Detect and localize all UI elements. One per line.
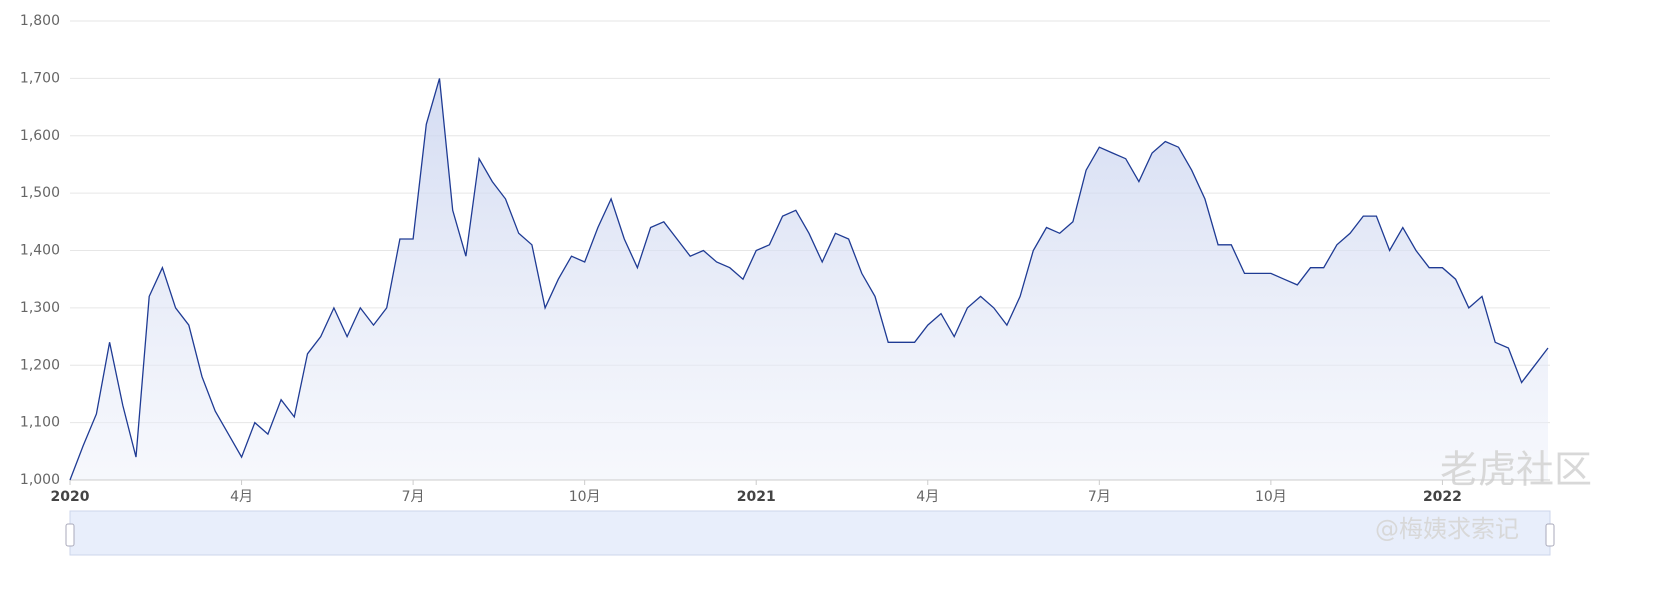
line <box>69 78 1549 481</box>
zoom-slider[interactable] <box>69 510 1551 556</box>
y-tick-label: 1,400 <box>20 243 60 259</box>
zoom-handle[interactable] <box>1545 523 1555 547</box>
area <box>70 78 1548 481</box>
y-tick-label: 1,700 <box>20 70 60 86</box>
x-tick-label: 7月 <box>402 489 425 505</box>
zoom-handle[interactable] <box>65 523 75 547</box>
y-tick-label: 1,500 <box>20 185 60 201</box>
watermark: @梅姨求索记 <box>1375 515 1519 543</box>
watermark: 老虎社区 <box>1440 448 1592 492</box>
x-tick-label: 7月 <box>1088 489 1111 505</box>
x-tick-label: 2021 <box>737 489 776 505</box>
y-tick-label: 1,100 <box>20 415 60 431</box>
x-tick-label: 4月 <box>916 489 939 505</box>
x-tick-label: 2020 <box>51 489 90 505</box>
y-tick-label: 1,200 <box>20 357 60 373</box>
y-tick-label: 1,000 <box>20 472 60 488</box>
x-tick-label: 2022 <box>1423 489 1462 505</box>
x-tick-label: 10月 <box>1255 489 1287 505</box>
x-tick-label: 10月 <box>569 489 601 505</box>
x-tick-label: 4月 <box>230 489 253 505</box>
y-tick-label: 1,600 <box>20 128 60 144</box>
y-tick-label: 1,800 <box>20 13 60 29</box>
y-tick-label: 1,300 <box>20 300 60 316</box>
